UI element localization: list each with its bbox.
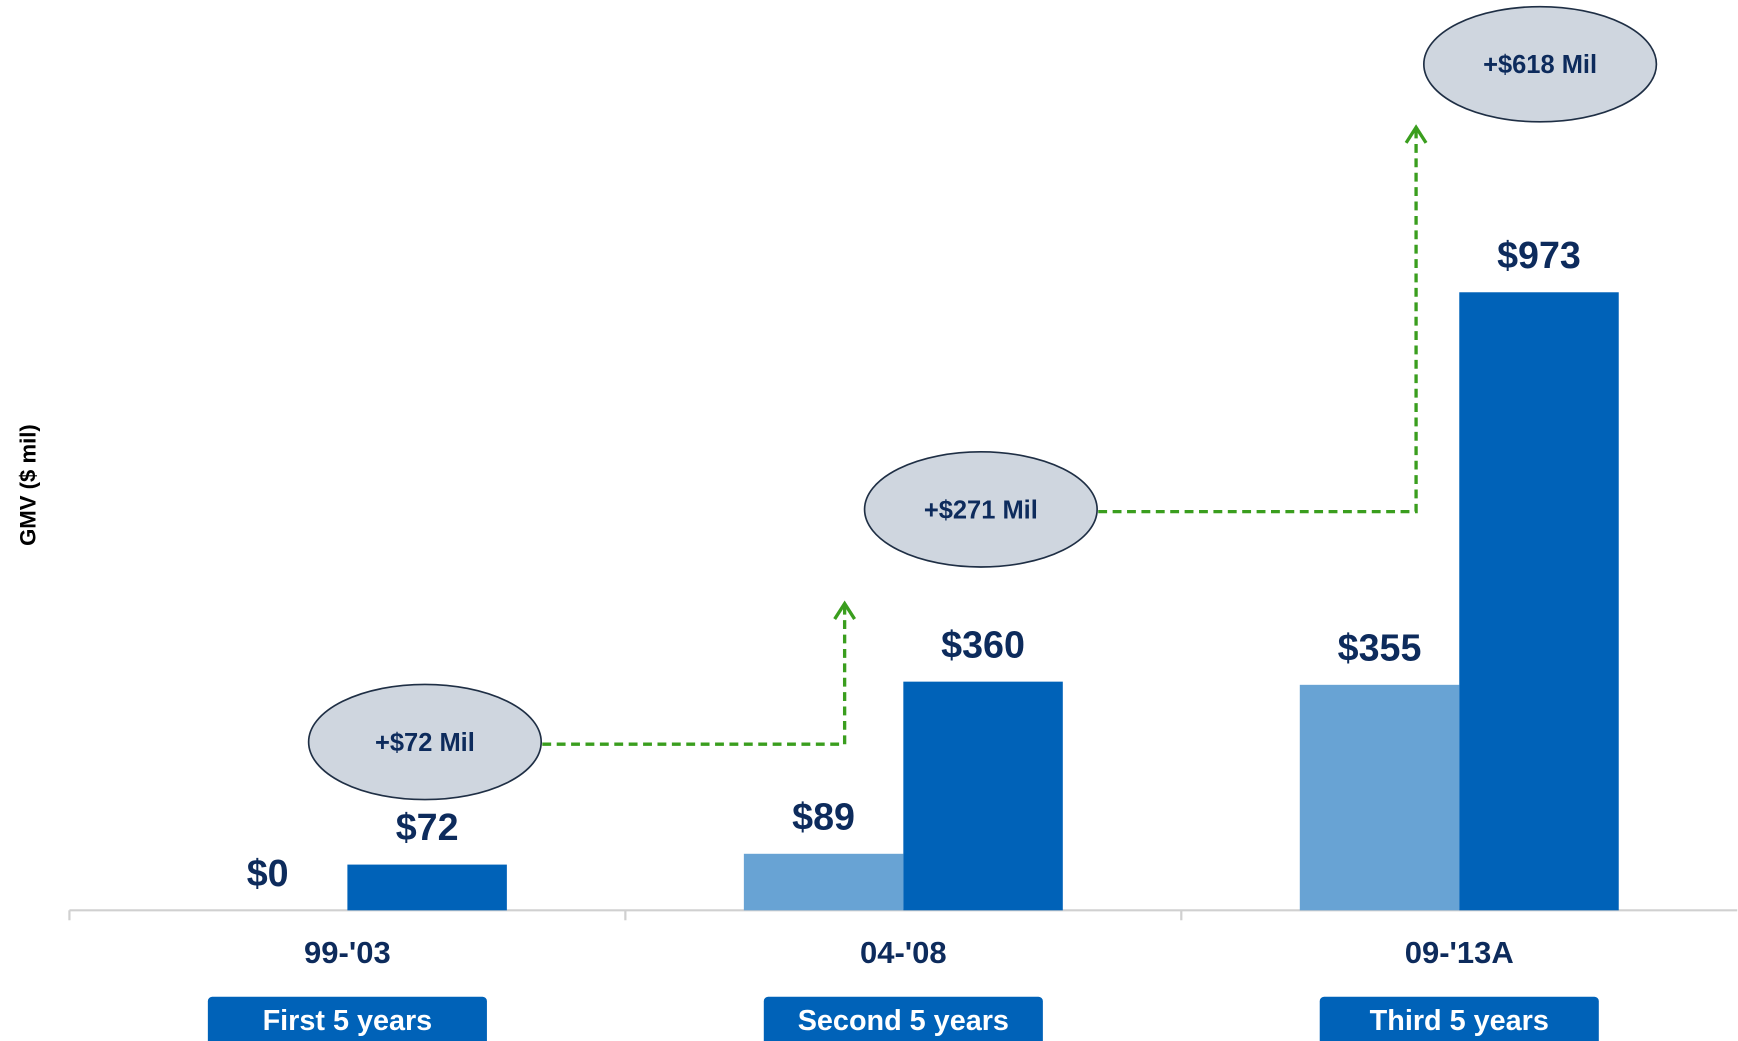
period-box [207,996,487,1041]
period-label: Third 5 years [1370,1005,1549,1037]
annotation: +$618 Mil [1483,51,1597,79]
annotation-bubble [1423,5,1658,123]
period-box [1319,996,1599,1041]
period-box [763,996,1043,1041]
arrow-head [833,600,857,620]
period-label: First 5 years [263,1005,433,1037]
annotation: +$72 Mil [375,729,475,757]
bar [743,853,904,911]
period-label: Second 5 years [798,1005,1009,1037]
value-label: $72 [396,806,459,848]
growth-arrow [542,603,847,746]
value-label: $973 [1497,234,1581,276]
bar [1459,292,1619,911]
arrow-head [1404,124,1428,144]
value-label: $355 [1338,626,1422,668]
bar [903,681,1063,911]
x-tick-label: 99-'03 [304,935,391,970]
x-tick-label: 09-'13A [1405,935,1514,970]
annotation: +$271 Mil [924,496,1038,524]
bar [1299,684,1460,911]
bar [347,864,507,911]
annotation-bubble [307,683,543,801]
annotation-bubble [863,451,1098,568]
value-label: $360 [941,623,1025,665]
y-axis-label: GMV ($ mil) [15,424,40,546]
x-tick-label: 04-'08 [860,935,947,970]
value-label: $89 [792,795,855,837]
value-label: $0 [247,852,289,894]
growth-arrow [1098,127,1418,514]
